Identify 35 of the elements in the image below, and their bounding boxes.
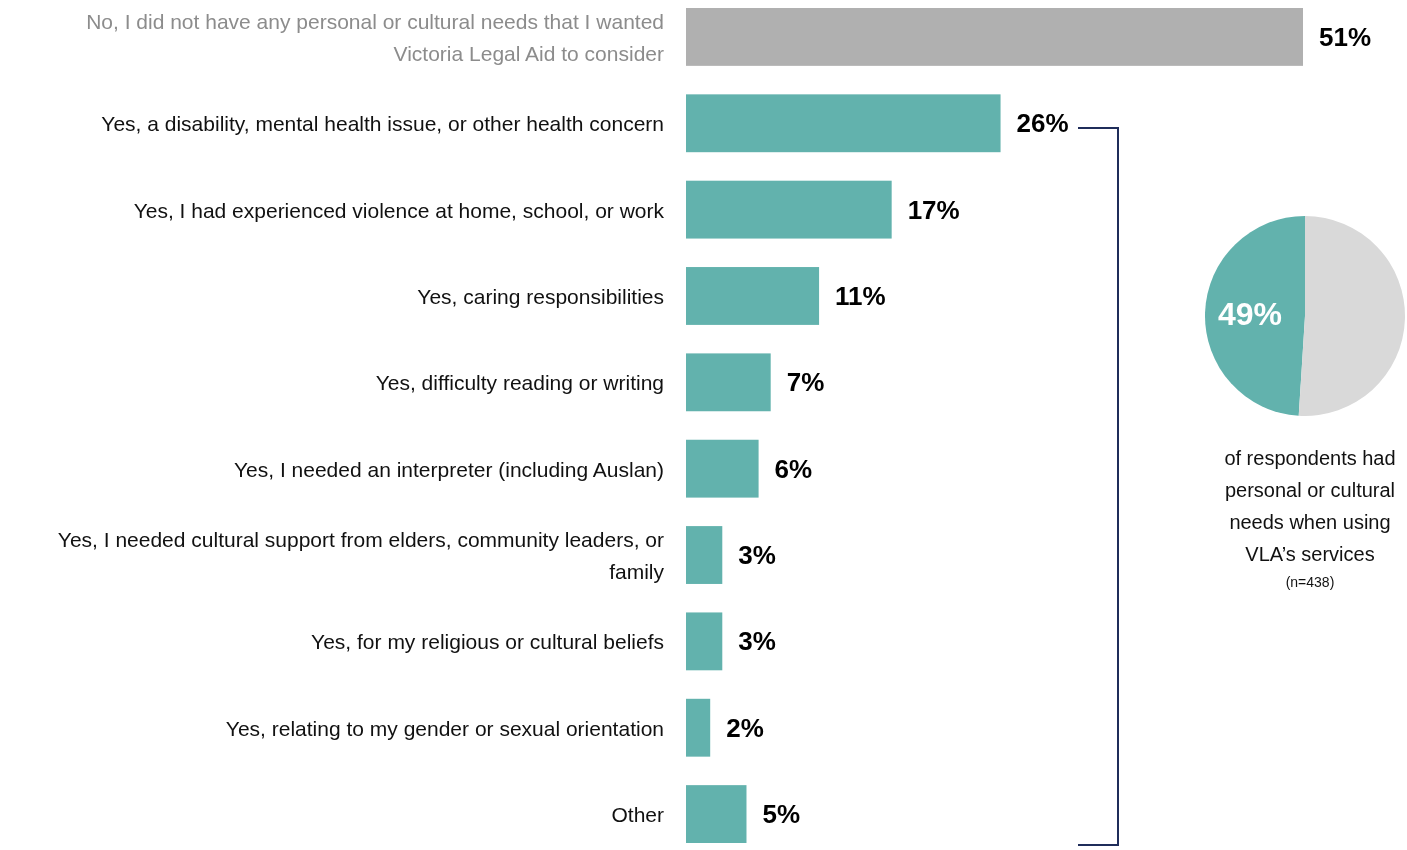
bar [686, 612, 723, 671]
data-label: 17% [907, 194, 960, 225]
data-label: 7% [786, 367, 825, 398]
y-tick-label: Yes, relating to my gender or sexual orientation [225, 716, 664, 740]
y-tick-label: No, I did not have any personal or cultural needs that I wanted Victoria Legal Aid to consider [86, 9, 664, 65]
bar [686, 785, 747, 843]
data-label: 3% [738, 626, 776, 657]
y-tick-label: Yes, for my religious or cultural beliefs [311, 629, 664, 653]
bar [686, 526, 723, 584]
y-tick-label: Yes, I needed cultural support from elders, community leaders, or family [57, 527, 665, 583]
bar [686, 353, 771, 412]
bar [686, 180, 892, 239]
annotation: of respondents had personal or cultural needs when using VLA’s services [1224, 447, 1396, 565]
y-tick-label: Yes, I needed an interpreter (including Auslan) [233, 457, 664, 481]
data-label: 3% [738, 540, 776, 571]
data-label: 26% [1016, 108, 1069, 139]
data-label: 11% [835, 280, 886, 311]
data-label: 6% [774, 453, 813, 484]
data-label: 51% [1319, 21, 1372, 52]
y-tick-label: Yes, I had experienced violence at home, school, or work [133, 198, 665, 222]
annotation: (n=438) [1285, 574, 1335, 590]
y-tick-label: Other [611, 802, 664, 826]
y-tick-label: Yes, a disability, mental health issue, or other health concern [101, 111, 664, 135]
pie-slice [1205, 216, 1305, 416]
bar [686, 698, 711, 757]
y-tick-label: Yes, difficulty reading or writing [375, 370, 664, 394]
bar [686, 267, 820, 325]
pie-slice [1298, 216, 1405, 416]
y-tick-label: Yes, caring responsibilities [417, 284, 664, 308]
data-label: 5% [762, 799, 801, 830]
bar [686, 8, 1303, 66]
bar [686, 94, 1001, 153]
data-label: 49% [1218, 296, 1283, 333]
bar [686, 439, 759, 498]
data-label: 2% [726, 712, 764, 743]
